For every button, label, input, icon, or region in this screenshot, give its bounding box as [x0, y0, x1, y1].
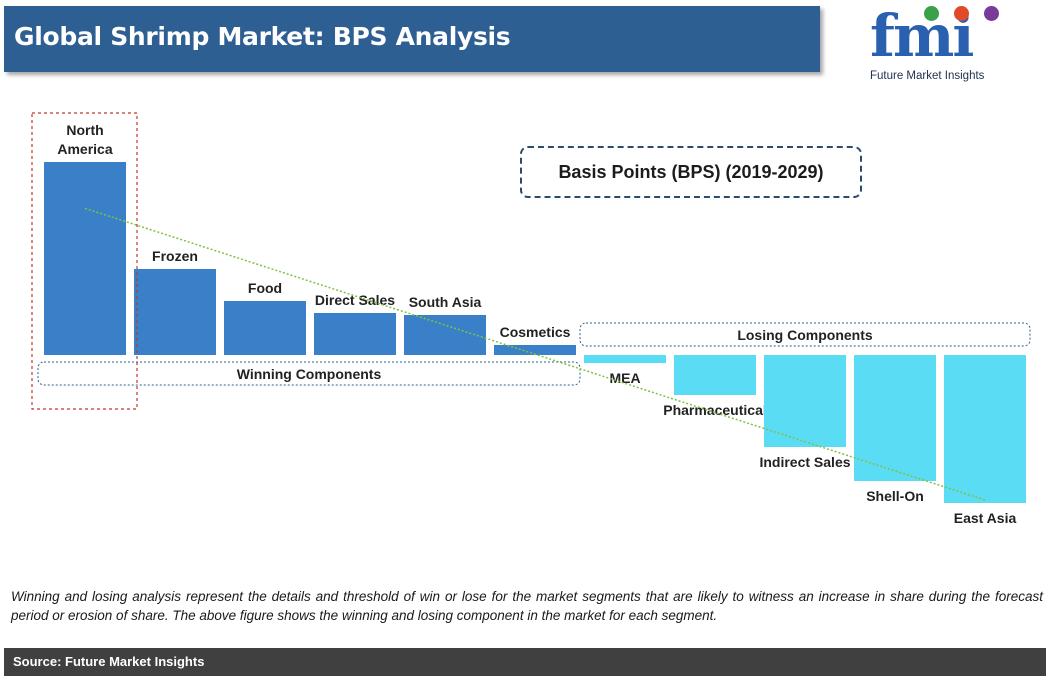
winning-components-label: Winning Components — [237, 366, 382, 382]
losing-components-label: Losing Components — [737, 327, 873, 343]
bar-label-frozen: Frozen — [152, 248, 198, 264]
footnote: Winning and losing analysis represent th… — [11, 589, 1043, 623]
bar-label-mea: MEA — [609, 370, 640, 386]
bar-label-direct-sales: Direct Sales — [315, 292, 395, 308]
bar-shell-on — [854, 355, 936, 481]
source-bar: Source: Future Market Insights — [4, 648, 1046, 676]
bar-south-asia — [404, 315, 486, 355]
bar-direct-sales — [314, 313, 396, 355]
bar-pharmaceutical — [674, 355, 756, 395]
bar-label-food: Food — [248, 280, 282, 296]
bar-label-north-america-1: America — [57, 141, 112, 157]
logo-globe-icon — [924, 6, 939, 21]
bar-label-shell-on: Shell-On — [866, 488, 924, 504]
bar-label-indirect-sales: Indirect Sales — [759, 454, 850, 470]
bar-label-pharmaceutical: Pharmaceutical — [663, 402, 767, 418]
bar-north-america — [44, 162, 126, 355]
logo-figure-icon — [954, 6, 969, 21]
highlight-box — [31, 112, 138, 410]
logo-subtitle: Future Market Insights — [870, 70, 985, 82]
title-bar: Global Shrimp Market: BPS Analysis — [4, 6, 820, 72]
bar-food — [224, 301, 306, 355]
chart-title-box: Basis Points (BPS) (2019-2029) — [520, 146, 862, 198]
bps-chart: North America Frozen Food Direct Sales South … — [31, 112, 1031, 526]
bar-label-south-asia: South Asia — [409, 294, 482, 310]
losing-components-box — [579, 322, 1031, 347]
bar-indirect-sales — [764, 355, 846, 447]
page-title: Global Shrimp Market: BPS Analysis — [14, 22, 511, 51]
bar-mea — [584, 355, 666, 363]
winning-components-box — [37, 361, 581, 386]
chart-title: Basis Points (BPS) (2019-2029) — [558, 161, 824, 182]
bar-label-east-asia: East Asia — [954, 510, 1017, 526]
bar-cosmetics — [494, 345, 576, 355]
source-text: Source: Future Market Insights — [13, 654, 205, 669]
fmi-logo: fmi Future Market Insights — [862, 2, 1022, 88]
bar-east-asia — [944, 355, 1026, 503]
trend-line — [84, 207, 986, 501]
bar-frozen — [134, 269, 216, 355]
bar-label-north-america-0: North — [66, 122, 103, 138]
logo-trophy-icon — [984, 6, 999, 21]
bar-label-cosmetics: Cosmetics — [500, 324, 571, 340]
